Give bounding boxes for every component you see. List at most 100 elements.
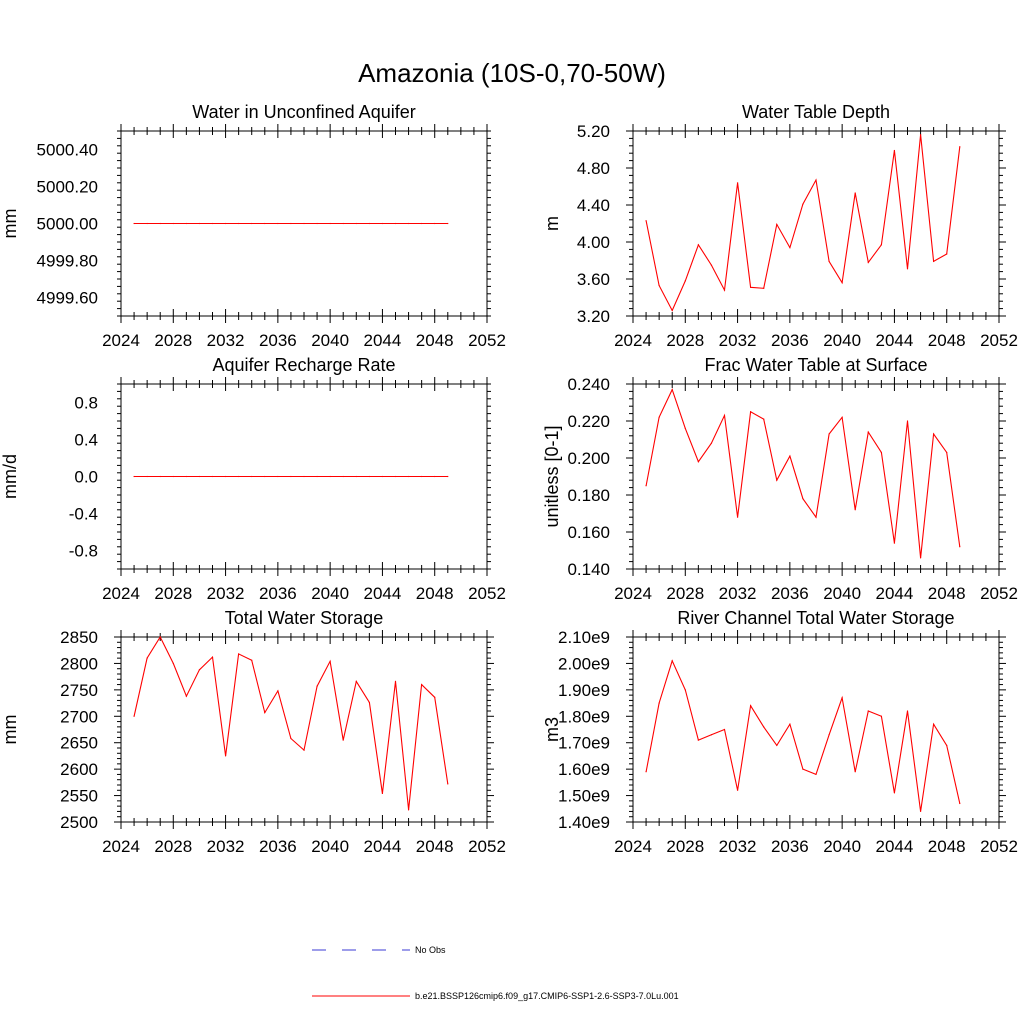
data-point: [224, 475, 227, 478]
data-point: [946, 253, 948, 255]
y-tick-label: 2800: [60, 654, 98, 673]
y-tick-label: 4999.60: [37, 289, 98, 308]
data-point: [671, 309, 673, 312]
x-tick-label: 2044: [876, 584, 914, 603]
x-tick-label: 2024: [614, 584, 652, 603]
x-tick-label: 2036: [771, 584, 809, 603]
data-point: [763, 418, 765, 420]
data-point: [854, 192, 856, 194]
data-point: [867, 710, 869, 712]
figure-title: Amazonia (10S-0,70-50W): [358, 58, 666, 88]
x-tick-label: 2032: [719, 331, 757, 350]
y-axis-label: mm/d: [0, 454, 20, 499]
data-point: [381, 475, 384, 478]
data-point: [238, 222, 240, 225]
data-point: [645, 771, 647, 773]
data-point: [185, 475, 187, 478]
y-axis-label: mm: [0, 715, 20, 745]
data-point: [251, 659, 253, 661]
x-tick-label: 2024: [102, 837, 140, 856]
data-point: [736, 789, 739, 791]
data-point: [198, 222, 201, 225]
data-point: [959, 546, 961, 548]
y-tick-label: 0.220: [567, 412, 610, 431]
data-point: [224, 222, 227, 225]
data-point: [789, 455, 791, 457]
data-point: [658, 702, 660, 704]
data-point: [736, 182, 739, 184]
x-tick-label: 2044: [876, 331, 914, 350]
data-point: [750, 286, 752, 288]
data-point: [802, 203, 804, 205]
data-point: [671, 388, 673, 391]
y-tick-label: 2500: [60, 813, 98, 832]
data-point: [133, 222, 135, 225]
x-tick-label: 2048: [416, 331, 454, 350]
data-point: [355, 680, 357, 683]
chart-title: Frac Water Table at Surface: [704, 355, 927, 375]
plot-frame: [632, 636, 1000, 823]
data-point: [854, 771, 856, 773]
chart-title: Water Table Depth: [742, 102, 890, 122]
x-tick-label: 2028: [154, 837, 192, 856]
data-point: [763, 287, 765, 289]
x-tick-label: 2052: [980, 837, 1018, 856]
data-point: [723, 289, 726, 291]
data-point: [277, 222, 279, 225]
data-point: [251, 475, 253, 478]
data-point: [355, 222, 357, 225]
data-point: [264, 475, 266, 478]
data-point: [434, 696, 436, 698]
data-point: [802, 768, 804, 770]
data-point: [198, 669, 201, 671]
data-point: [394, 475, 397, 478]
chart-panel: Frac Water Table at Surface 2024 2028 2032 2…: [542, 355, 1018, 603]
data-point: [224, 755, 227, 757]
chart-title: Total Water Storage: [225, 608, 383, 628]
data-point: [789, 246, 791, 249]
data-point: [658, 284, 660, 287]
x-tick-label: 2040: [311, 837, 349, 856]
series-line: [645, 388, 961, 558]
y-tick-label: 4.80: [577, 159, 610, 178]
y-tick-label: 0.180: [567, 486, 610, 505]
chart-panel: Aquifer Recharge Rate 2024 2028 2032 2036 204…: [0, 355, 506, 603]
x-tick-label: 2044: [364, 331, 402, 350]
data-point: [185, 695, 187, 697]
data-point: [329, 660, 331, 662]
data-point: [447, 222, 449, 225]
data-point: [880, 715, 882, 717]
data-point: [355, 475, 357, 478]
data-point: [303, 749, 305, 751]
data-point: [645, 220, 647, 222]
data-point: [815, 516, 817, 518]
x-tick-label: 2032: [719, 837, 757, 856]
data-point: [828, 260, 830, 263]
x-tick-label: 2052: [468, 584, 506, 603]
x-tick-label: 2036: [771, 331, 809, 350]
data-point: [342, 739, 344, 741]
data-point: [658, 416, 660, 418]
x-tick-label: 2044: [364, 584, 402, 603]
data-point: [893, 542, 896, 544]
data-point: [238, 475, 240, 478]
data-point: [684, 689, 686, 691]
x-tick-label: 2040: [823, 584, 861, 603]
x-tick-label: 2048: [928, 584, 966, 603]
y-tick-label: 0.0: [74, 468, 98, 487]
data-point: [198, 475, 201, 478]
data-point: [710, 734, 713, 736]
data-point: [290, 475, 292, 478]
data-point: [172, 222, 174, 225]
data-point: [802, 498, 804, 500]
x-tick-label: 2052: [468, 331, 506, 350]
x-tick-label: 2024: [614, 837, 652, 856]
y-tick-label: 2850: [60, 628, 98, 647]
y-tick-label: -0.4: [69, 505, 98, 524]
y-tick-label: 0.140: [567, 560, 610, 579]
data-point: [211, 656, 214, 658]
y-tick-label: 3.60: [577, 270, 610, 289]
data-point: [159, 636, 161, 638]
x-tick-label: 2028: [154, 331, 192, 350]
data-point: [277, 690, 279, 692]
